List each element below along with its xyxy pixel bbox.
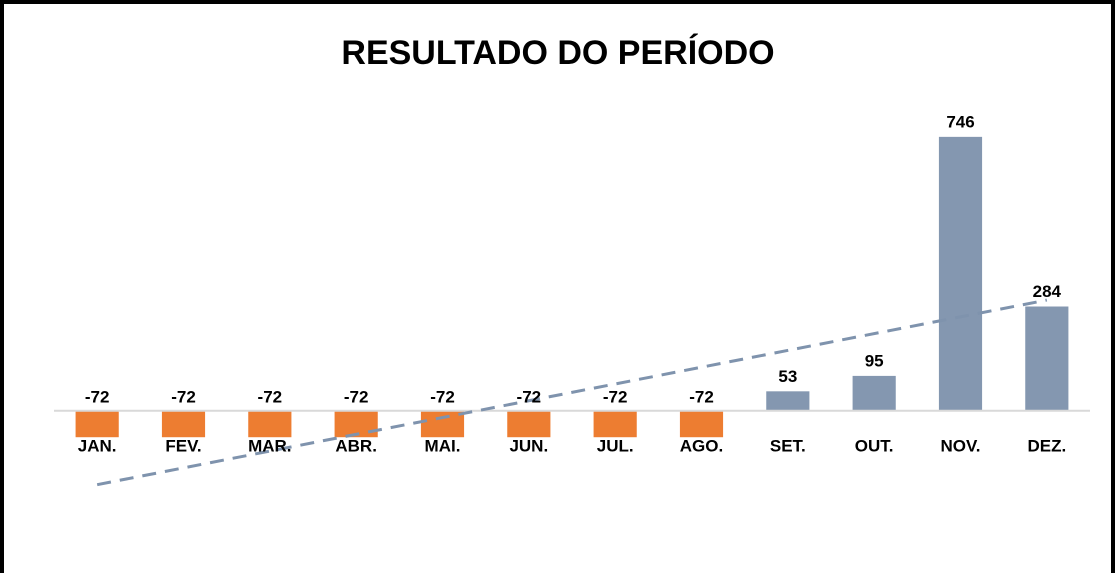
- x-tick-label: JUN.: [509, 436, 548, 455]
- x-tick-label: MAR.: [248, 436, 291, 455]
- data-label: -72: [171, 387, 196, 406]
- x-tick-label: SET.: [770, 436, 806, 455]
- bar: [938, 136, 983, 411]
- x-tick-label: DEZ.: [1027, 436, 1066, 455]
- data-label: -72: [689, 387, 714, 406]
- bar: [1025, 306, 1069, 411]
- x-tick-label: MAI.: [425, 436, 461, 455]
- x-tick-label: NOV.: [940, 436, 980, 455]
- bar: [766, 391, 810, 411]
- bar: [679, 410, 724, 438]
- data-label: -72: [517, 387, 542, 406]
- data-label: -72: [430, 387, 455, 406]
- bar: [507, 410, 551, 438]
- trendline: [96, 298, 1048, 487]
- data-label: 95: [865, 351, 884, 370]
- data-label: -72: [344, 387, 369, 406]
- chart-title: RESULTADO DO PERÍODO: [341, 34, 774, 72]
- data-label: -72: [603, 387, 628, 406]
- data-label: 53: [778, 367, 797, 386]
- x-tick-label: OUT.: [855, 436, 894, 455]
- x-tick-label: JAN.: [78, 436, 117, 455]
- bar: [75, 410, 119, 438]
- data-label: 284: [1033, 282, 1062, 301]
- x-tick-label: JUL.: [597, 436, 634, 455]
- data-label: 746: [946, 112, 974, 131]
- data-label: -72: [85, 387, 110, 406]
- x-tick-label: AGO.: [680, 436, 723, 455]
- x-tick-label: FEV.: [165, 436, 201, 455]
- data-label: -72: [258, 387, 283, 406]
- bar: [161, 410, 206, 438]
- bar: [420, 410, 465, 438]
- x-tick-label: ABR.: [335, 436, 377, 455]
- bar: [852, 375, 896, 411]
- bar: [248, 410, 292, 438]
- bar: [593, 410, 637, 438]
